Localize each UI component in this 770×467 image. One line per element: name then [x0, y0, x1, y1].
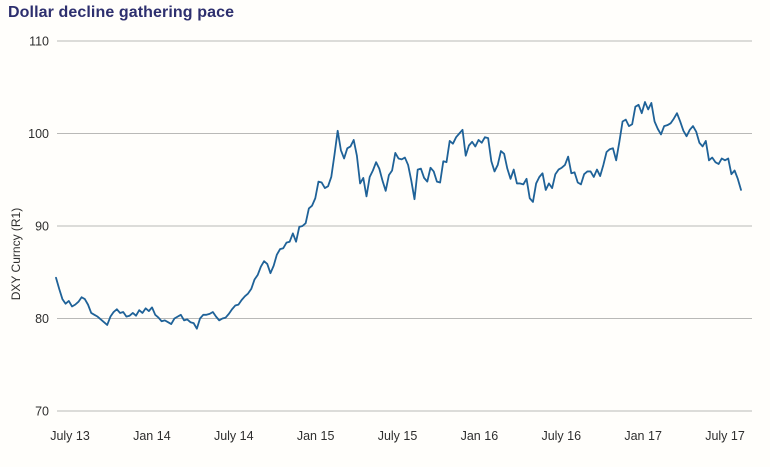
- x-tick-label: Jan 17: [624, 429, 662, 443]
- x-tick-label: Jan 16: [461, 429, 499, 443]
- dxy-series-line: [55, 101, 742, 330]
- y-tick-label: 90: [35, 220, 49, 234]
- chart-title: Dollar decline gathering pace: [8, 4, 235, 21]
- x-tick-label: July 15: [378, 429, 418, 443]
- x-tick-label: Jan 14: [133, 429, 171, 443]
- y-tick-label: 80: [35, 312, 49, 326]
- x-tick-label: July 16: [541, 429, 581, 443]
- y-tick-label: 100: [28, 127, 49, 141]
- x-tick-label: July 17: [705, 429, 745, 443]
- y-tick-label: 110: [29, 35, 49, 49]
- x-tick-label: Jan 15: [297, 429, 335, 443]
- y-tick-label: 70: [35, 405, 49, 419]
- y-axis-title: DXY Curncy (R1): [9, 207, 23, 301]
- x-tick-label: July 14: [214, 429, 254, 443]
- x-tick-label: July 13: [50, 429, 90, 443]
